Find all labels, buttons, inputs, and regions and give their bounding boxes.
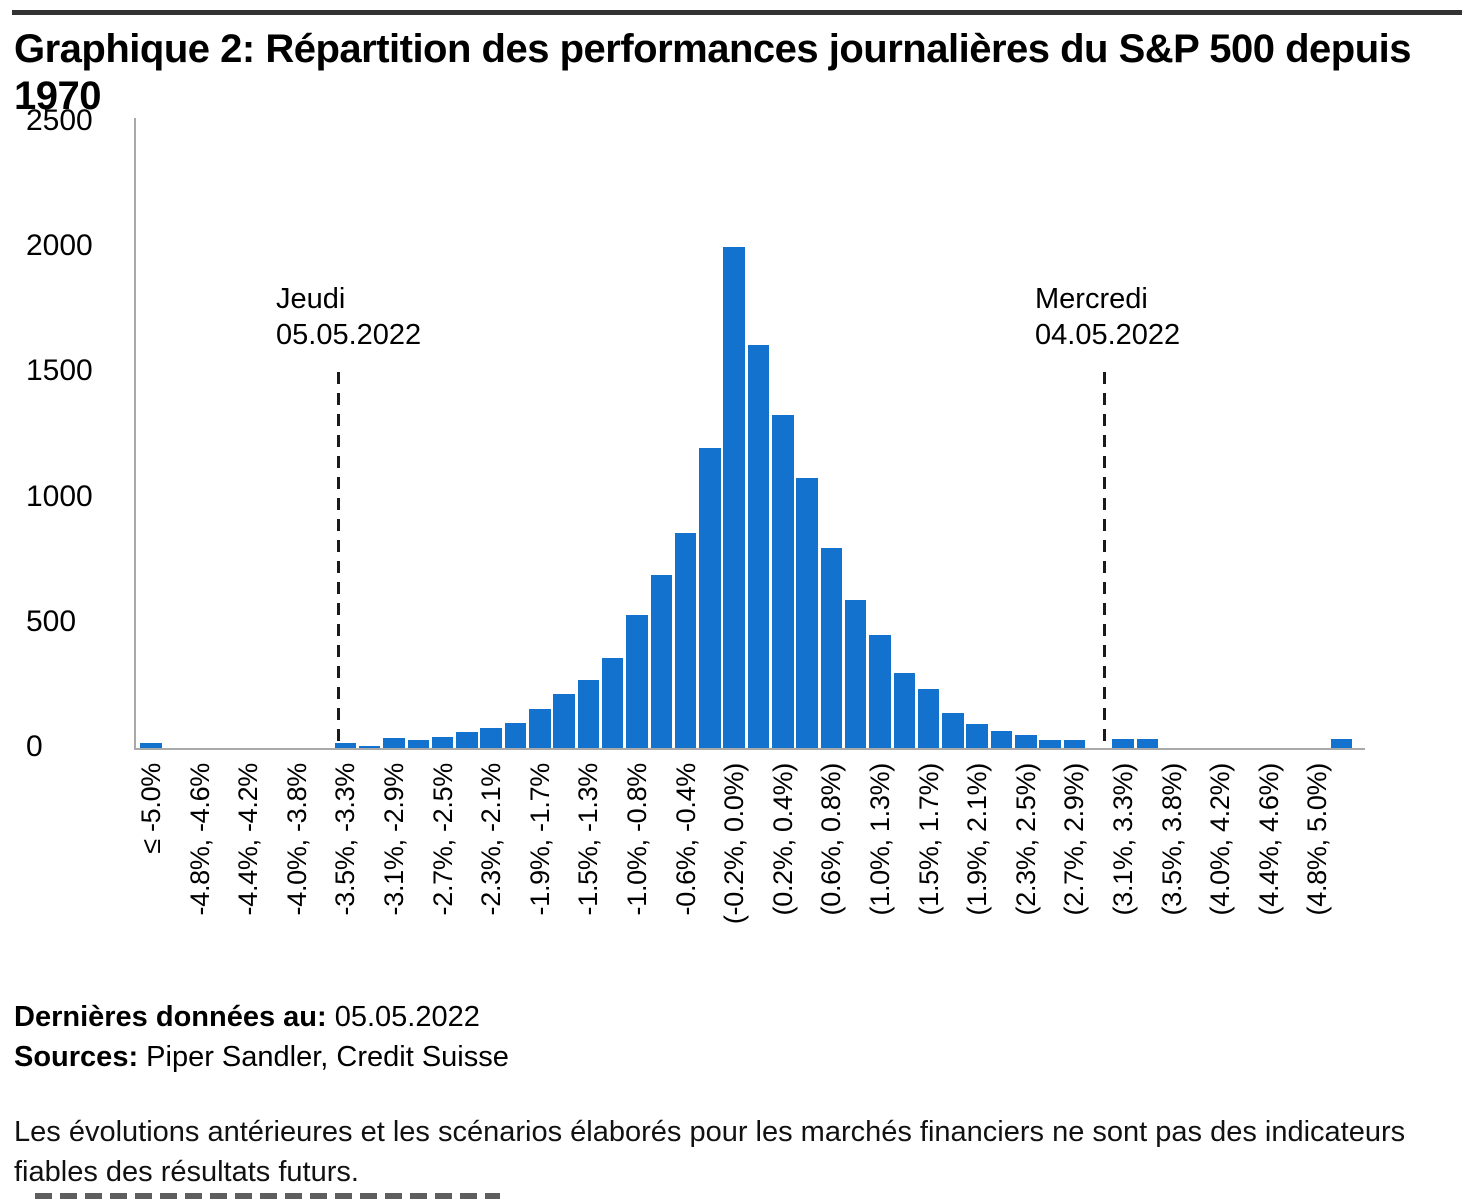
x-tick-label: (0.6%, 0.8%) xyxy=(816,763,847,916)
y-tick-label: 2500 xyxy=(26,104,93,137)
x-tick-label: -1.5%, -1.3% xyxy=(573,763,604,916)
chart-title-line2: 1970 xyxy=(14,74,101,118)
chart-title: Graphique 2: Répartition des performance… xyxy=(14,26,1474,120)
annotation-date-label: 04.05.2022 xyxy=(1035,319,1181,351)
histogram-bar xyxy=(553,694,575,748)
histogram-bar xyxy=(1015,735,1037,748)
histogram-bar xyxy=(1039,739,1061,748)
x-tick-label: -4.8%, -4.6% xyxy=(184,763,215,916)
histogram-bar xyxy=(869,635,891,748)
histogram-bar xyxy=(601,657,624,748)
annotation-dashed-line-mercredi xyxy=(1103,372,1106,749)
y-tick-label: 1500 xyxy=(26,354,93,388)
histogram-bar xyxy=(140,742,162,748)
x-tick-label: (1.0%, 1.3%) xyxy=(865,763,895,916)
annotation-day-label: Mercredi xyxy=(1035,283,1148,315)
x-tick-label: -0.6%, -0.4% xyxy=(670,763,701,916)
annotation-mercredi: Mercredi 04.05.2022 xyxy=(1035,281,1180,353)
y-axis-line xyxy=(134,118,136,749)
x-tick-label: ≤ -5.0% xyxy=(136,763,166,854)
y-tick-label: 2000 xyxy=(26,229,93,263)
histogram-bar xyxy=(626,615,648,748)
last-data-line: Dernières données au: 05.05.2022 xyxy=(14,1000,480,1034)
x-tick-label: -1.0%, -0.8% xyxy=(622,763,652,916)
sources-line: Sources: Piper Sandler, Credit Suisse xyxy=(14,1040,509,1074)
histogram-bar xyxy=(577,680,600,748)
histogram-bar xyxy=(747,344,770,748)
annotation-date-label: 05.05.2022 xyxy=(276,319,422,351)
histogram-bar xyxy=(917,689,940,748)
x-tick-label: -1.9%, -1.7% xyxy=(524,763,555,916)
histogram-bar xyxy=(383,737,405,748)
x-tick-label: (0.2%, 0.4%) xyxy=(767,763,798,916)
last-data-value: 05.05.2022 xyxy=(334,1001,480,1033)
histogram-bar xyxy=(1112,739,1134,748)
x-tick-label: (4.4%, 4.6%) xyxy=(1253,763,1284,916)
disclaimer-line2: fiables des résultats futurs. xyxy=(14,1156,359,1188)
x-tick-label: (4.8%, 5.0%) xyxy=(1302,763,1333,916)
histogram-bar xyxy=(334,742,357,748)
histogram-bar xyxy=(1136,739,1159,748)
histogram-bar xyxy=(893,672,916,748)
sources-label: Sources: xyxy=(14,1041,139,1073)
x-tick-label: -4.4%, -4.2% xyxy=(233,763,264,916)
chart-title-line1: Graphique 2: Répartition des performance… xyxy=(14,27,1412,71)
histogram-bar xyxy=(650,575,673,748)
histogram-bar xyxy=(844,600,867,748)
histogram-bar xyxy=(796,477,818,748)
x-tick-label: -2.3%, -2.1% xyxy=(476,763,507,916)
x-tick-label: -3.1%, -2.9% xyxy=(379,763,409,916)
histogram-bar xyxy=(820,547,843,748)
histogram-bar xyxy=(407,740,430,748)
histogram-bar xyxy=(456,732,478,748)
histogram-bar xyxy=(431,737,454,748)
histogram-bar xyxy=(674,532,697,748)
disclaimer-text: Les évolutions antérieures et les scénar… xyxy=(14,1112,1464,1192)
annotation-jeudi: Jeudi 05.05.2022 xyxy=(276,281,421,353)
x-tick-label: (-0.2%, 0.0%) xyxy=(719,763,750,925)
x-tick-label: -2.7%, -2.5% xyxy=(427,763,458,916)
annotation-dashed-line-jeudi xyxy=(337,372,340,749)
histogram-bar xyxy=(1330,739,1353,748)
x-axis-line xyxy=(134,748,1365,750)
histogram-bar xyxy=(772,414,794,748)
histogram-bar xyxy=(966,724,988,748)
histogram-bar xyxy=(942,712,964,748)
histogram-bar xyxy=(699,447,721,748)
x-tick-label: (2.3%, 2.5%) xyxy=(1010,763,1041,916)
last-data-label: Dernières données au: xyxy=(14,1001,327,1033)
x-tick-label: -4.0%, -3.8% xyxy=(281,763,312,916)
histogram-bar xyxy=(990,730,1013,748)
y-tick-label: 500 xyxy=(26,604,77,638)
histogram-bar xyxy=(480,728,502,748)
histogram-bar xyxy=(504,722,527,748)
histogram-bar xyxy=(358,745,381,748)
x-tick-label: (1.5%, 1.7%) xyxy=(913,763,944,916)
x-tick-label: (3.5%, 3.8%) xyxy=(1156,763,1187,916)
x-tick-label: (4.0%, 4.2%) xyxy=(1205,763,1236,916)
histogram-bar xyxy=(529,709,551,748)
y-tick-label: 1000 xyxy=(26,479,93,513)
x-tick-label: -3.5%, -3.3% xyxy=(330,763,361,916)
histogram-bar xyxy=(723,247,745,748)
annotation-day-label: Jeudi xyxy=(276,283,346,315)
x-tick-label: (1.9%, 2.1%) xyxy=(962,763,993,916)
histogram-bar xyxy=(1063,739,1086,748)
y-tick-label: 0 xyxy=(26,730,43,763)
x-tick-label: (2.7%, 2.9%) xyxy=(1059,763,1090,916)
sources-value: Piper Sandler, Credit Suisse xyxy=(146,1041,509,1073)
disclaimer-line1: Les évolutions antérieures et les scénar… xyxy=(14,1116,1406,1148)
x-tick-label: (3.1%, 3.3%) xyxy=(1108,763,1138,916)
top-divider-rule xyxy=(12,10,1462,15)
cut-off-text-artifact xyxy=(35,1193,500,1199)
